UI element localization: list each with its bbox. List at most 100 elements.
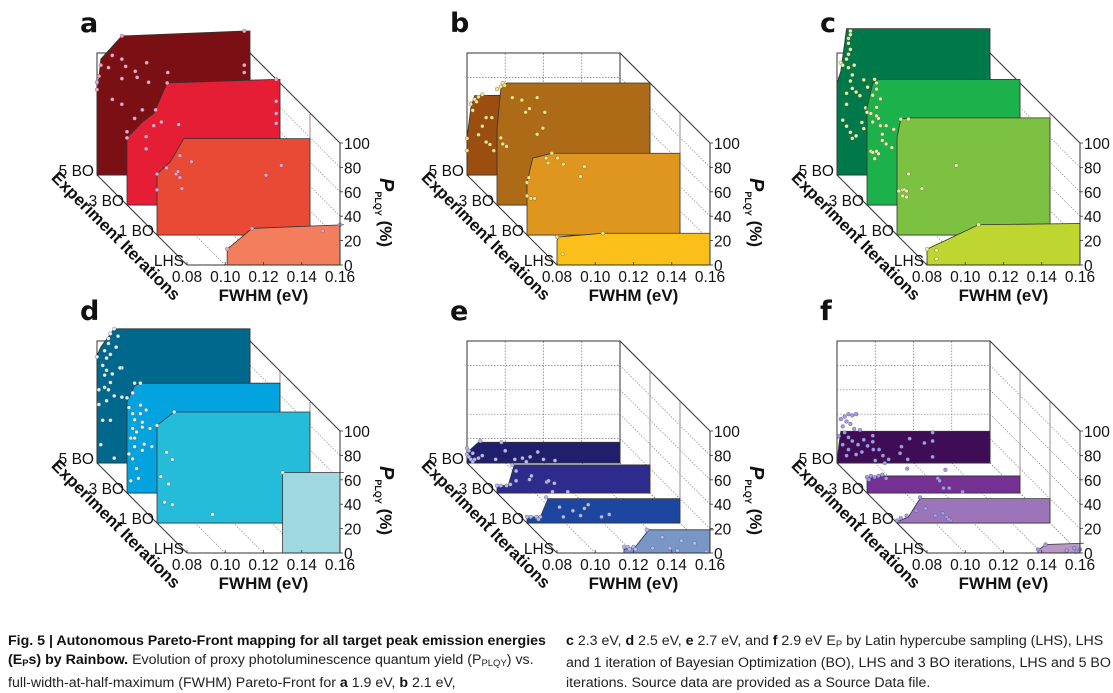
right-wall-grid xyxy=(989,413,1081,505)
data-point xyxy=(140,107,145,112)
data-point xyxy=(882,460,887,466)
y-tick-label: 20 xyxy=(1084,234,1102,251)
panel-a: a 0.08 0.10 0.12 0.14 0.16 FWHM (eV) 0 20 40 60 80 1… xyxy=(48,8,397,305)
data-point xyxy=(470,459,475,464)
x-tick-label: 0.12 xyxy=(988,269,1018,286)
data-point xyxy=(106,387,111,392)
data-point xyxy=(513,468,519,474)
data-point xyxy=(119,394,125,400)
y-tick-label: 100 xyxy=(1084,136,1110,153)
y-tick-label: 0 xyxy=(344,258,353,275)
data-point xyxy=(124,135,130,141)
data-point xyxy=(644,527,650,532)
floor-grid xyxy=(466,174,558,266)
data-point xyxy=(494,86,500,92)
data-point xyxy=(476,455,481,461)
data-point xyxy=(870,439,875,444)
data-point xyxy=(100,418,105,423)
data-point xyxy=(627,547,632,552)
x-tick-label: 0.14 xyxy=(1027,557,1058,574)
y-tick-label: 20 xyxy=(714,522,732,539)
data-point xyxy=(883,476,889,481)
data-point xyxy=(130,390,135,396)
data-point xyxy=(132,116,137,121)
data-point xyxy=(96,387,102,392)
data-point xyxy=(119,76,125,81)
data-point xyxy=(930,438,935,444)
data-point xyxy=(554,234,560,240)
x-tick-label: 0.14 xyxy=(1027,269,1058,286)
pareto-region-1-bo xyxy=(526,152,681,236)
data-point xyxy=(889,145,895,150)
pareto-region-3-bo xyxy=(496,464,651,494)
panel-e: e 0.08 0.10 0.12 0.14 0.16 FWHM (eV) 0 20 40 60 80 1… xyxy=(418,296,767,593)
data-point xyxy=(483,115,489,120)
data-point xyxy=(113,344,119,350)
data-point xyxy=(848,47,853,52)
data-point xyxy=(878,96,883,102)
figure-panels: a 0.08 0.10 0.12 0.14 0.16 FWHM (eV) 0 20 40 60 80 1… xyxy=(48,8,1111,593)
y-tick-label: 20 xyxy=(714,234,732,251)
data-point xyxy=(850,136,855,141)
data-point xyxy=(528,196,533,201)
data-point xyxy=(470,108,475,113)
z-tick-label: 3 BO xyxy=(459,481,494,498)
x-tick-label: 0.14 xyxy=(287,269,318,286)
data-point xyxy=(937,478,942,483)
right-wall-grid xyxy=(249,340,341,432)
data-point xyxy=(524,180,530,185)
data-point xyxy=(917,495,923,500)
data-point xyxy=(848,78,853,84)
data-point xyxy=(94,80,100,85)
data-point xyxy=(524,514,530,520)
data-point xyxy=(520,455,525,461)
floor-grid xyxy=(836,174,928,266)
x-tick-label: 0.08 xyxy=(912,557,942,574)
data-point xyxy=(878,123,883,128)
right-wall-grid xyxy=(249,52,341,144)
y-tick-label: 40 xyxy=(344,497,362,514)
right-wall-grid xyxy=(619,413,711,505)
data-point xyxy=(274,77,279,82)
data-point xyxy=(242,28,247,34)
data-point xyxy=(102,373,107,378)
right-wall-grid xyxy=(989,438,1081,529)
data-point xyxy=(527,106,532,111)
data-point xyxy=(886,457,891,462)
z-tick-label: LHS xyxy=(524,541,554,558)
data-point xyxy=(112,455,117,461)
data-point xyxy=(904,188,909,194)
data-point xyxy=(905,457,910,462)
data-point xyxy=(138,403,143,408)
data-point xyxy=(466,448,472,453)
data-point xyxy=(494,483,500,488)
x-tick-label: 0.12 xyxy=(618,269,648,286)
data-point xyxy=(166,481,171,487)
data-point xyxy=(249,226,255,231)
data-point xyxy=(144,60,149,65)
data-point xyxy=(524,459,529,464)
data-point xyxy=(526,175,532,180)
data-point xyxy=(106,336,111,341)
data-point xyxy=(110,53,115,58)
data-point xyxy=(852,63,857,68)
data-point xyxy=(274,111,279,116)
z-tick-label: 1 BO xyxy=(119,223,154,240)
data-point xyxy=(499,440,504,445)
y-tick-label: 40 xyxy=(1084,209,1102,226)
data-point xyxy=(164,165,169,171)
y-tick-label: 0 xyxy=(1084,258,1093,275)
data-point xyxy=(503,448,508,453)
figure-caption-right: c 2.3 eV, d 2.5 eV, e 2.7 eV, and f 2.9 … xyxy=(566,633,1111,691)
data-point xyxy=(692,541,697,546)
data-point xyxy=(119,102,125,107)
data-point xyxy=(468,102,473,107)
data-point xyxy=(844,124,849,129)
floor-grid xyxy=(466,462,558,554)
right-wall-grid xyxy=(249,365,341,456)
data-point xyxy=(210,512,215,517)
data-point xyxy=(189,159,194,164)
panel-f: f 0.08 0.10 0.12 0.14 0.16 FWHM (eV) 0 20 40 60 80 1… xyxy=(788,296,1111,593)
data-point xyxy=(98,442,103,447)
y-tick-label: 60 xyxy=(1084,473,1102,490)
